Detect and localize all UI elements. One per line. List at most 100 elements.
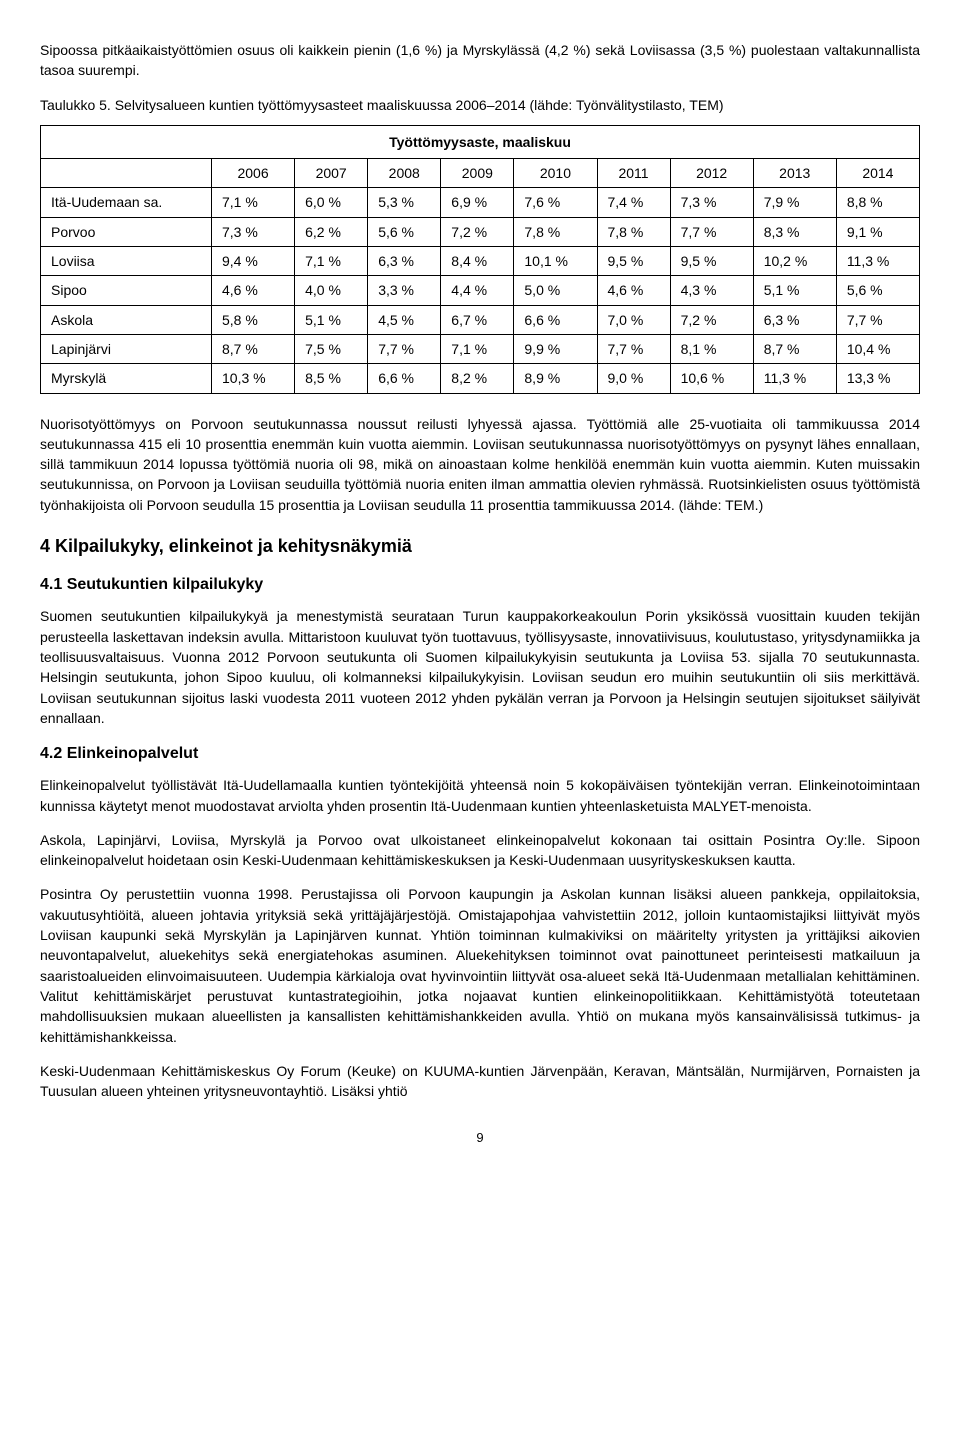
para-4-2-b: Askola, Lapinjärvi, Loviisa, Myrskylä ja… [40,830,920,871]
cell-value: 7,0 % [597,305,670,334]
table-row: Loviisa9,4 %7,1 %6,3 %8,4 %10,1 %9,5 %9,… [41,247,920,276]
col-2006: 2006 [212,159,295,188]
table-title: Työttömyysaste, maaliskuu [41,125,920,158]
col-2010: 2010 [514,159,597,188]
cell-value: 7,8 % [597,217,670,246]
section-4-1-heading: 4.1 Seutukuntien kilpailukyky [40,573,920,596]
intro-paragraph: Sipoossa pitkäaikaistyöttömien osuus oli… [40,40,920,81]
table-row: Askola5,8 %5,1 %4,5 %6,7 %6,6 %7,0 %7,2 … [41,305,920,334]
cell-value: 7,4 % [597,188,670,217]
cell-value: 9,0 % [597,364,670,393]
table-row: Lapinjärvi8,7 %7,5 %7,7 %7,1 %9,9 %7,7 %… [41,334,920,363]
cell-value: 5,0 % [514,276,597,305]
cell-value: 11,3 % [836,247,919,276]
cell-value: 6,6 % [368,364,441,393]
para-4-2-a: Elinkeinopalvelut työllistävät Itä-Uudel… [40,775,920,816]
table-header-row: 2006 2007 2008 2009 2010 2011 2012 2013 … [41,159,920,188]
col-2011: 2011 [597,159,670,188]
cell-value: 7,6 % [514,188,597,217]
cell-value: 9,1 % [836,217,919,246]
cell-value: 9,5 % [597,247,670,276]
cell-value: 6,2 % [295,217,368,246]
cell-value: 5,1 % [753,276,836,305]
cell-value: 10,2 % [753,247,836,276]
cell-value: 6,6 % [514,305,597,334]
row-label: Itä-Uudemaan sa. [41,188,212,217]
section-4-heading: 4 Kilpailukyky, elinkeinot ja kehitysnäk… [40,533,920,559]
cell-value: 8,7 % [212,334,295,363]
table-row: Itä-Uudemaan sa.7,1 %6,0 %5,3 %6,9 %7,6 … [41,188,920,217]
cell-value: 4,0 % [295,276,368,305]
cell-value: 7,7 % [368,334,441,363]
cell-value: 7,8 % [514,217,597,246]
cell-value: 7,7 % [836,305,919,334]
cell-value: 13,3 % [836,364,919,393]
cell-value: 9,9 % [514,334,597,363]
table-row: Sipoo4,6 %4,0 %3,3 %4,4 %5,0 %4,6 %4,3 %… [41,276,920,305]
cell-value: 11,3 % [753,364,836,393]
cell-value: 7,9 % [753,188,836,217]
cell-value: 10,4 % [836,334,919,363]
col-2012: 2012 [670,159,753,188]
cell-value: 5,1 % [295,305,368,334]
cell-value: 10,1 % [514,247,597,276]
cell-value: 7,7 % [597,334,670,363]
cell-value: 8,1 % [670,334,753,363]
cell-value: 6,3 % [368,247,441,276]
cell-value: 9,5 % [670,247,753,276]
cell-value: 7,2 % [670,305,753,334]
col-2009: 2009 [441,159,514,188]
cell-value: 8,3 % [753,217,836,246]
row-label: Lapinjärvi [41,334,212,363]
row-label: Loviisa [41,247,212,276]
col-2008: 2008 [368,159,441,188]
cell-value: 7,1 % [295,247,368,276]
cell-value: 8,8 % [836,188,919,217]
cell-value: 8,9 % [514,364,597,393]
row-label: Askola [41,305,212,334]
col-blank [41,159,212,188]
cell-value: 8,5 % [295,364,368,393]
cell-value: 10,3 % [212,364,295,393]
para-after-table: Nuorisotyöttömyys on Porvoon seutukunnas… [40,414,920,515]
cell-value: 10,6 % [670,364,753,393]
document-page: Sipoossa pitkäaikaistyöttömien osuus oli… [0,0,960,1178]
cell-value: 9,4 % [212,247,295,276]
cell-value: 6,0 % [295,188,368,217]
cell-value: 3,3 % [368,276,441,305]
cell-value: 5,3 % [368,188,441,217]
cell-value: 4,4 % [441,276,514,305]
col-2007: 2007 [295,159,368,188]
row-label: Myrskylä [41,364,212,393]
col-2014: 2014 [836,159,919,188]
cell-value: 6,9 % [441,188,514,217]
cell-value: 7,2 % [441,217,514,246]
unemployment-table: Työttömyysaste, maaliskuu 2006 2007 2008… [40,125,920,394]
cell-value: 8,4 % [441,247,514,276]
cell-value: 5,6 % [368,217,441,246]
cell-value: 7,1 % [441,334,514,363]
col-2013: 2013 [753,159,836,188]
cell-value: 6,7 % [441,305,514,334]
table-row: Myrskylä10,3 %8,5 %6,6 %8,2 %8,9 %9,0 %1… [41,364,920,393]
row-label: Porvoo [41,217,212,246]
cell-value: 7,3 % [670,188,753,217]
para-4-2-c: Posintra Oy perustettiin vuonna 1998. Pe… [40,884,920,1046]
cell-value: 6,3 % [753,305,836,334]
cell-value: 8,7 % [753,334,836,363]
cell-value: 5,6 % [836,276,919,305]
cell-value: 8,2 % [441,364,514,393]
cell-value: 4,5 % [368,305,441,334]
para-4-1: Suomen seutukuntien kilpailukykyä ja men… [40,606,920,728]
table-caption: Taulukko 5. Selvitysalueen kuntien tyött… [40,95,920,115]
cell-value: 7,1 % [212,188,295,217]
para-4-2-d: Keski-Uudenmaan Kehittämiskeskus Oy Foru… [40,1061,920,1102]
cell-value: 4,3 % [670,276,753,305]
cell-value: 4,6 % [212,276,295,305]
cell-value: 4,6 % [597,276,670,305]
section-4-2-heading: 4.2 Elinkeinopalvelut [40,742,920,765]
page-number: 9 [40,1129,920,1148]
row-label: Sipoo [41,276,212,305]
cell-value: 7,3 % [212,217,295,246]
cell-value: 7,5 % [295,334,368,363]
